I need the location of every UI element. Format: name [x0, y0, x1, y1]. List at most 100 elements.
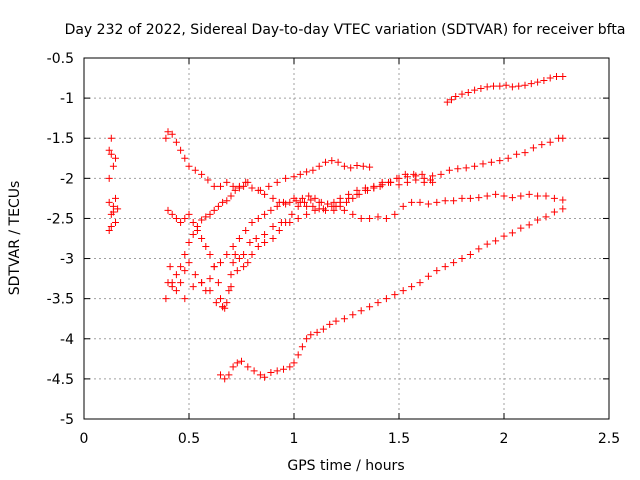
data-point — [269, 222, 277, 230]
data-point — [254, 243, 262, 251]
data-point — [248, 218, 256, 226]
data-point — [267, 368, 275, 376]
data-point — [416, 198, 424, 206]
data-point — [229, 182, 237, 190]
data-point — [483, 83, 491, 91]
data-point — [496, 157, 504, 165]
data-point — [261, 190, 269, 198]
data-point — [185, 259, 193, 267]
data-point — [233, 359, 241, 367]
data-point — [217, 371, 224, 379]
data-point — [240, 182, 248, 190]
data-point — [294, 351, 302, 359]
data-point — [429, 172, 437, 180]
data-point — [475, 245, 483, 253]
data-point — [515, 82, 523, 90]
data-point — [471, 86, 479, 94]
data-point — [315, 162, 323, 170]
chart-title: Day 232 of 2022, Sidereal Day-to-day VTE… — [65, 22, 626, 38]
data-point — [408, 198, 416, 206]
data-point — [112, 194, 119, 202]
data-point — [286, 198, 294, 206]
data-point — [172, 214, 180, 222]
data-point — [177, 218, 185, 226]
data-point — [206, 287, 214, 295]
x-tick-labels: 0 0.5 1 1.5 2 2.5 — [80, 431, 621, 447]
data-point — [424, 272, 432, 280]
data-point — [479, 160, 487, 168]
data-point — [477, 84, 485, 92]
data-point — [210, 263, 218, 271]
data-point — [185, 210, 193, 218]
y-tick-label: -2.5 — [47, 211, 74, 227]
data-point — [202, 213, 210, 221]
data-point — [181, 295, 189, 303]
data-point — [162, 295, 170, 303]
series-6 — [181, 176, 437, 311]
data-point — [343, 198, 350, 206]
data-point — [538, 141, 546, 149]
data-point — [433, 267, 441, 275]
data-point — [273, 367, 281, 375]
y-tick-label: -3.5 — [47, 292, 74, 308]
data-point — [307, 331, 315, 339]
y-tick-label: -5 — [60, 412, 74, 428]
data-point — [466, 194, 474, 202]
data-point — [429, 178, 437, 186]
data-point — [212, 299, 220, 307]
data-point — [294, 202, 302, 210]
data-point — [206, 275, 214, 283]
data-point — [172, 138, 180, 146]
data-point — [374, 213, 382, 221]
data-point — [301, 198, 308, 206]
data-point — [450, 259, 458, 267]
data-point — [357, 214, 365, 222]
data-point — [412, 176, 420, 184]
data-point — [185, 162, 193, 170]
data-point — [492, 237, 500, 245]
series-4 — [164, 190, 567, 312]
data-point — [458, 90, 466, 98]
data-point — [416, 279, 424, 287]
data-point — [112, 218, 119, 226]
data-point — [290, 359, 298, 367]
data-point — [458, 194, 466, 202]
data-point — [290, 173, 298, 181]
data-point — [366, 163, 374, 171]
data-point — [513, 150, 521, 158]
data-point — [525, 221, 533, 229]
data-point — [105, 174, 113, 182]
data-point — [166, 263, 174, 271]
data-point — [168, 279, 176, 287]
data-point — [546, 138, 554, 146]
data-point — [441, 263, 449, 271]
data-point — [500, 232, 508, 240]
data-point — [206, 251, 214, 259]
data-point — [450, 197, 458, 205]
data-point — [305, 192, 313, 200]
data-point — [248, 251, 256, 259]
data-point — [164, 128, 172, 136]
data-point — [229, 243, 237, 251]
data-point — [550, 194, 558, 202]
data-point — [464, 88, 472, 96]
data-point — [445, 166, 453, 174]
data-point — [181, 251, 189, 259]
data-point — [303, 168, 311, 176]
data-point — [233, 267, 241, 275]
data-point — [559, 72, 567, 80]
data-point — [540, 76, 548, 84]
data-point — [296, 170, 304, 178]
data-point — [443, 98, 451, 106]
data-point — [193, 226, 201, 234]
data-point — [225, 287, 233, 295]
data-point — [550, 208, 558, 216]
data-point — [378, 178, 386, 186]
data-point — [319, 205, 327, 213]
data-point — [238, 357, 245, 365]
data-point — [340, 206, 348, 214]
data-point — [340, 162, 348, 170]
data-point — [105, 146, 113, 154]
data-point — [359, 162, 367, 170]
data-point — [487, 158, 495, 166]
